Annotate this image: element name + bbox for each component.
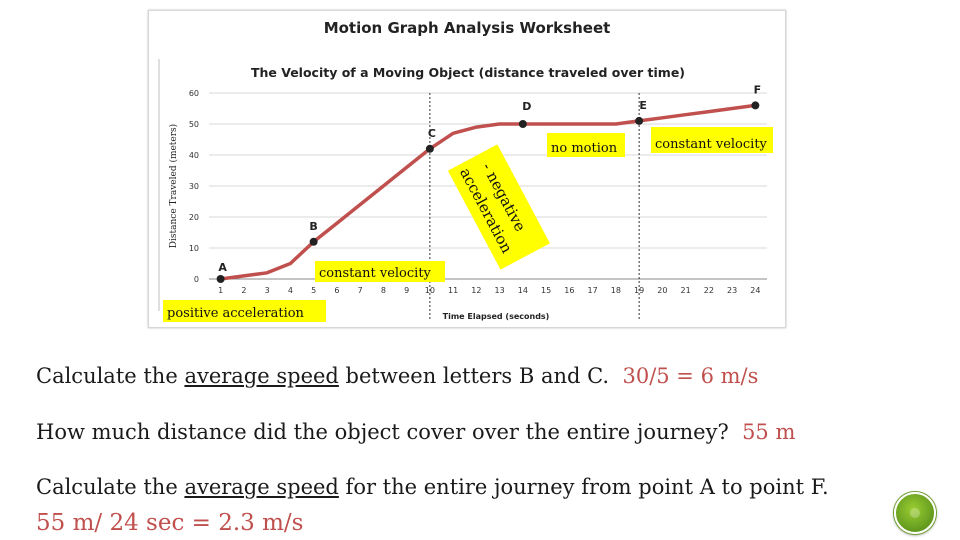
question-3-prefix: Calculate the bbox=[36, 475, 185, 499]
y-tick-label: 50 bbox=[189, 120, 199, 129]
point-label: D bbox=[522, 100, 531, 113]
x-tick-label: 23 bbox=[727, 286, 737, 295]
annotation-constant-velocity-high-text: constant velocity bbox=[655, 137, 768, 152]
question-1-suffix: between letters B and C. bbox=[338, 364, 610, 388]
point-label: C bbox=[428, 127, 436, 140]
x-tick-label: 12 bbox=[471, 286, 481, 295]
circle-next-icon bbox=[910, 508, 920, 518]
data-point bbox=[635, 116, 644, 125]
x-axis-label: Time Elapsed (seconds) bbox=[443, 312, 550, 321]
question-1-keyword: average speed bbox=[184, 364, 339, 388]
question-1-prefix: Calculate the bbox=[36, 364, 185, 388]
data-point bbox=[309, 237, 318, 246]
x-tick-label: 1 bbox=[218, 286, 223, 295]
y-tick-label: 10 bbox=[189, 244, 199, 253]
x-tick-label: 4 bbox=[288, 286, 293, 295]
next-slide-button[interactable] bbox=[894, 492, 936, 534]
data-point bbox=[518, 120, 527, 128]
annotation-constant-velocity-high-highlight bbox=[651, 127, 773, 153]
point-label: E bbox=[639, 99, 647, 112]
point-label: A bbox=[218, 261, 227, 274]
x-tick-label: 11 bbox=[448, 286, 458, 295]
annotation-positive-acceleration: positive acceleration bbox=[163, 300, 326, 322]
annotation-positive-acceleration-highlight bbox=[163, 300, 326, 322]
x-tick-label: 17 bbox=[588, 286, 598, 295]
annotation-positive-acceleration-text: positive acceleration bbox=[167, 306, 305, 321]
x-tick-label: 2 bbox=[241, 286, 246, 295]
question-3-suffix: for the entire journey from point A to p… bbox=[338, 475, 829, 499]
worksheet-image: Motion Graph Analysis Worksheet The Velo… bbox=[148, 10, 786, 328]
question-3-keyword: average speed bbox=[184, 475, 339, 499]
x-tick-label: 20 bbox=[657, 286, 667, 295]
x-tick-label: 13 bbox=[495, 286, 505, 295]
data-point bbox=[425, 144, 434, 153]
x-tick-label: 15 bbox=[541, 286, 551, 295]
x-tick-label: 16 bbox=[564, 286, 574, 295]
series-line bbox=[218, 103, 758, 281]
annotation-negative-acceleration-highlight bbox=[447, 144, 550, 270]
y-tick-label: 0 bbox=[194, 275, 199, 284]
x-tick-label: 22 bbox=[704, 286, 714, 295]
annotation-constant-velocity-low-highlight bbox=[315, 261, 445, 282]
annotation-no-motion: no motion bbox=[547, 133, 625, 157]
x-tick-label: 8 bbox=[381, 286, 386, 295]
annotation-constant-velocity-low: constant velocity bbox=[315, 261, 445, 282]
question-2-text: How much distance did the object cover o… bbox=[36, 420, 729, 444]
y-tick-label: 30 bbox=[189, 182, 199, 191]
y-axis-label: Distance Traveled (meters) bbox=[168, 124, 179, 248]
question-3: Calculate the average speed for the enti… bbox=[36, 475, 829, 499]
x-tick-label: 14 bbox=[518, 286, 528, 295]
y-tick-label: 60 bbox=[189, 89, 199, 98]
x-tick-label: 21 bbox=[681, 286, 691, 295]
worksheet-title: Motion Graph Analysis Worksheet bbox=[323, 19, 611, 37]
annotation-no-motion-highlight bbox=[547, 133, 625, 157]
question-1: Calculate the average speed between lett… bbox=[36, 364, 758, 388]
velocity-chart: The Velocity of a Moving Object (distanc… bbox=[158, 59, 773, 322]
x-tick-label: 24 bbox=[750, 286, 760, 295]
data-point bbox=[216, 275, 225, 283]
x-tick-label: 3 bbox=[265, 286, 270, 295]
question-2: How much distance did the object cover o… bbox=[36, 420, 795, 444]
x-tick-label: 18 bbox=[611, 286, 621, 295]
x-tick-label: 5 bbox=[311, 286, 316, 295]
annotation-constant-velocity-low-text: constant velocity bbox=[319, 266, 432, 281]
data-point bbox=[751, 101, 760, 110]
question-2-answer: 55 m bbox=[742, 420, 796, 444]
chart-title: The Velocity of a Moving Object (distanc… bbox=[251, 65, 685, 80]
annotation-constant-velocity-high: constant velocity bbox=[651, 127, 773, 153]
y-tick-label: 20 bbox=[189, 213, 199, 222]
x-tick-label: 6 bbox=[334, 286, 339, 295]
annotation-no-motion-text: no motion bbox=[551, 141, 618, 156]
point-label: B bbox=[309, 220, 317, 233]
x-tick-label: 7 bbox=[358, 286, 363, 295]
question-3-answer: 55 m/ 24 sec = 2.3 m/s bbox=[36, 510, 304, 536]
question-1-answer: 30/5 = 6 m/s bbox=[622, 364, 759, 388]
point-label: F bbox=[754, 83, 762, 96]
y-tick-label: 40 bbox=[189, 151, 199, 160]
x-tick-label: 9 bbox=[404, 286, 409, 295]
